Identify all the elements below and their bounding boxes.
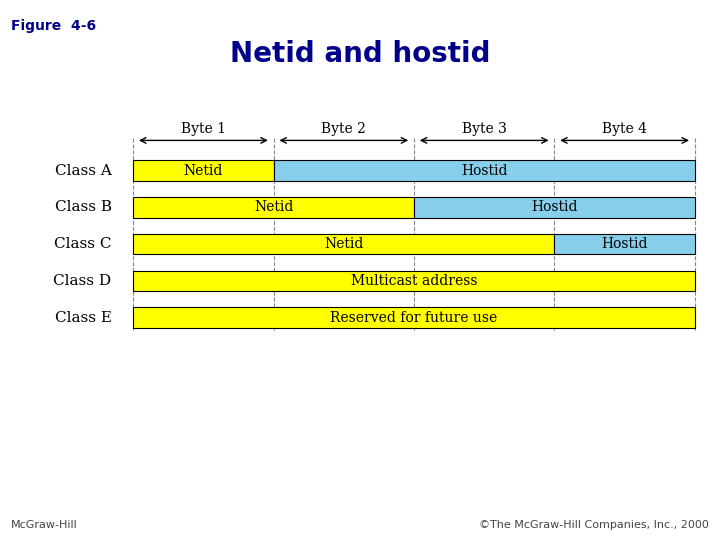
Text: Byte 3: Byte 3 — [462, 122, 507, 136]
Text: Class A: Class A — [55, 164, 112, 178]
Text: Hostid: Hostid — [601, 237, 648, 251]
Text: Reserved for future use: Reserved for future use — [330, 310, 498, 325]
Text: Byte 4: Byte 4 — [602, 122, 647, 136]
Bar — [133, 234, 554, 254]
Text: Netid and hostid: Netid and hostid — [230, 40, 490, 68]
Text: Byte 1: Byte 1 — [181, 122, 226, 136]
Bar — [133, 197, 414, 218]
Text: Multicast address: Multicast address — [351, 274, 477, 288]
Text: Hostid: Hostid — [531, 200, 577, 214]
Text: Netid: Netid — [184, 164, 223, 178]
Text: McGraw-Hill: McGraw-Hill — [11, 520, 78, 530]
Text: Class C: Class C — [54, 237, 112, 251]
Text: Byte 2: Byte 2 — [321, 122, 366, 136]
Bar — [414, 197, 695, 218]
Bar — [133, 307, 695, 328]
Text: Netid: Netid — [254, 200, 293, 214]
Text: Hostid: Hostid — [461, 164, 508, 178]
Bar — [133, 271, 695, 291]
Bar — [274, 160, 695, 181]
Text: Class E: Class E — [55, 310, 112, 325]
Text: Figure  4-6: Figure 4-6 — [11, 19, 96, 33]
Text: Netid: Netid — [324, 237, 364, 251]
Bar — [133, 160, 274, 181]
Bar — [554, 234, 695, 254]
Text: Class B: Class B — [55, 200, 112, 214]
Text: Class D: Class D — [53, 274, 112, 288]
Text: ©The McGraw-Hill Companies, Inc., 2000: ©The McGraw-Hill Companies, Inc., 2000 — [480, 520, 709, 530]
